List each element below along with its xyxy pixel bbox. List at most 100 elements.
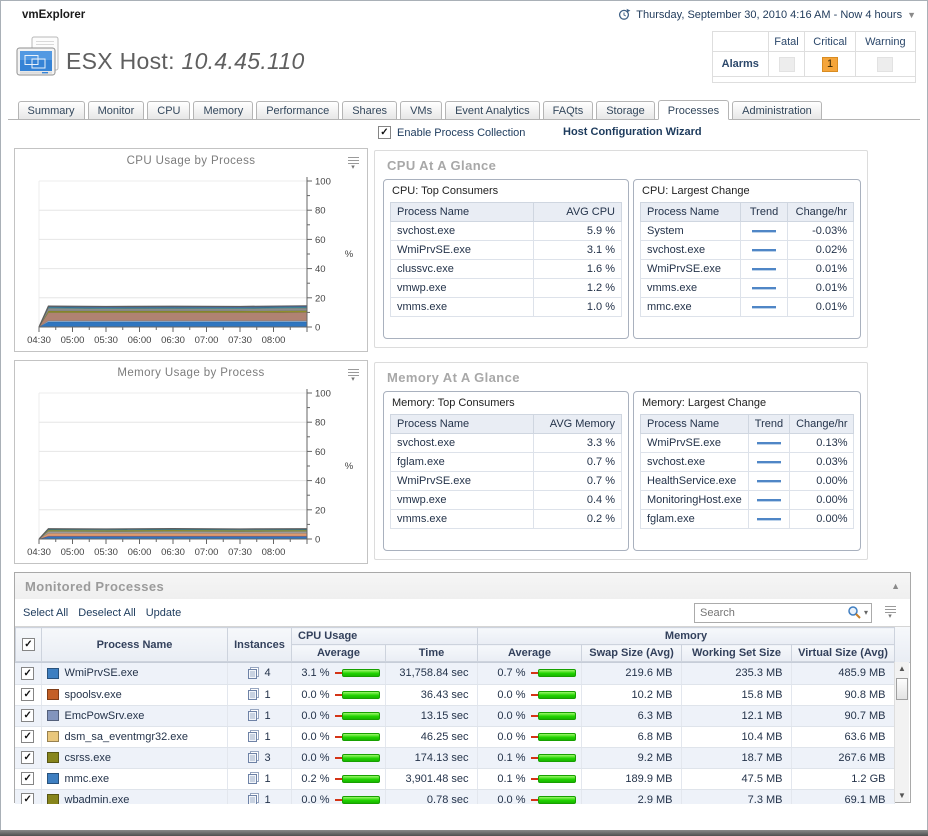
process-name-cell: WmiPrvSE.exe	[389, 240, 535, 260]
cpu-chart-options-icon[interactable]: ▾	[345, 157, 361, 171]
working-set-cell: 7.3 MB	[681, 789, 792, 804]
fatal-alarm-count[interactable]	[778, 56, 795, 72]
enable-process-collection-checkbox[interactable]	[378, 126, 391, 139]
usage-percent: 0.2 %	[301, 772, 330, 785]
row-checkbox[interactable]	[21, 793, 35, 804]
glance-col-process-name: Process Name	[639, 202, 742, 222]
svg-text:20: 20	[315, 505, 326, 516]
tab-administration[interactable]: Administration	[732, 101, 822, 120]
scroll-up-icon[interactable]: ▲	[898, 664, 906, 673]
glance-col-process-name: Process Name	[389, 202, 535, 222]
table-row[interactable]: mmc.exe 1 0.2 % 3,901.48 sec 0.1 % 189.9 MB47…	[15, 768, 895, 790]
col-header-time[interactable]: Time	[384, 644, 479, 662]
table-row[interactable]: dsm_sa_eventmgr32.exe 1 0.0 % 46.25 sec 0.0 …	[15, 726, 895, 748]
tab-monitor[interactable]: Monitor	[87, 101, 145, 120]
process-name-cell: fglam.exe	[389, 452, 535, 472]
tab-shares[interactable]: Shares	[342, 101, 398, 120]
svg-text:06:30: 06:30	[161, 547, 185, 558]
table-row[interactable]: spoolsv.exe 1 0.0 % 36.43 sec 0.0 % 10.2 MB15…	[15, 684, 895, 706]
tab-vms[interactable]: VMs	[400, 101, 443, 120]
host-configuration-wizard-link[interactable]: Host Configuration Wizard	[563, 126, 702, 138]
col-header-swap-size[interactable]: Swap Size (Avg)	[581, 644, 683, 662]
process-name-cell: svchost.exe	[640, 452, 749, 472]
col-header-instances[interactable]: Instances	[227, 627, 292, 662]
tab-storage[interactable]: Storage	[596, 101, 655, 120]
select-all-checkbox[interactable]	[22, 638, 35, 652]
time-range-selector[interactable]: Thursday, September 30, 2010 4:16 AM - N…	[618, 8, 916, 21]
monitored-processes-header: Monitored Processes ▲	[15, 573, 910, 599]
svg-text:08:00: 08:00	[262, 547, 286, 558]
col-header-process-name[interactable]: Process Name	[41, 627, 228, 662]
memory-usage-chart: 04:30 05:00 05:30 06:00 06:30 07:00 07:30 08:00…	[27, 389, 354, 559]
glance-row: WmiPrvSE.exe 0.01%	[639, 259, 855, 279]
working-set-cell: 12.1 MB	[681, 705, 792, 727]
cpu-usage-chart: 04:30 05:00 05:30 06:00 06:30 07:00 07:30 08:00…	[27, 177, 354, 347]
critical-alarm-count[interactable]: 1	[822, 56, 839, 72]
search-options-caret-icon[interactable]: ▾	[863, 608, 868, 617]
svg-text:20: 20	[315, 293, 326, 304]
update-link[interactable]: Update	[145, 606, 182, 619]
select-all-link[interactable]: Select All	[23, 606, 69, 619]
row-checkbox[interactable]	[21, 688, 35, 702]
svg-text:07:30: 07:30	[228, 547, 252, 558]
process-name: mmc.exe	[64, 772, 110, 785]
tab-event-analytics[interactable]: Event Analytics	[445, 101, 540, 120]
tab-processes[interactable]: Processes	[657, 100, 730, 120]
svg-text:08:00: 08:00	[262, 335, 286, 346]
glance-col-trend: Trend	[747, 414, 791, 434]
tab-summary[interactable]: Summary	[17, 101, 85, 120]
svg-text:80: 80	[315, 418, 326, 429]
cpu-time-cell: 46.25 sec	[385, 726, 478, 748]
cpu-usage-chart-panel: CPU Usage by Process ▾ 04:30 05:00 05:30 06…	[14, 148, 368, 352]
value-cell: 0.4 %	[533, 490, 622, 510]
warning-alarm-count[interactable]	[877, 56, 894, 72]
table-options-icon[interactable]: ▾	[882, 605, 898, 620]
process-name-cell: vmwp.exe	[389, 490, 535, 510]
search-input[interactable]	[700, 606, 847, 619]
tab-memory[interactable]: Memory	[193, 101, 254, 120]
usage-percent: 0.0 %	[497, 730, 526, 743]
row-checkbox[interactable]	[21, 709, 35, 723]
tab-cpu[interactable]: CPU	[147, 101, 191, 120]
glance-row: clussvc.exe 1.6 %	[389, 259, 622, 279]
instance-count: 4	[264, 667, 271, 680]
instance-count: 1	[264, 730, 271, 743]
row-checkbox[interactable]	[21, 751, 35, 765]
col-header-mem-average[interactable]: Average	[477, 644, 583, 662]
process-color-swatch	[46, 773, 59, 784]
process-name-cell: System	[639, 221, 742, 241]
usage-bar	[530, 774, 576, 783]
table-row[interactable]: WmiPrvSE.exe 4 3.1 % 31,758.84 sec 0.7 % 219.…	[15, 663, 895, 685]
col-header-cpu-average[interactable]: Average	[291, 644, 386, 662]
svg-text:05:00: 05:00	[61, 547, 85, 558]
memory-chart-options-icon[interactable]: ▾	[345, 369, 361, 383]
value-cell: 3.3 %	[533, 433, 622, 453]
swap-size-cell: 6.8 MB	[581, 726, 682, 748]
col-header-working-set[interactable]: Working Set Size	[681, 644, 793, 662]
table-row[interactable]: EmcPowSrv.exe 1 0.0 % 13.15 sec 0.0 % 6.3 MB1…	[15, 705, 895, 727]
svg-text:05:30: 05:30	[94, 547, 118, 558]
table-row[interactable]: wbadmin.exe 1 0.0 % 0.78 sec 0.0 % 2.9 MB7.3 …	[15, 789, 895, 804]
panel-collapse-icon[interactable]: ▲	[891, 581, 900, 591]
svg-text:%: %	[345, 461, 354, 472]
col-header-virtual-size[interactable]: Virtual Size (Avg)	[791, 644, 896, 662]
svg-text:40: 40	[315, 476, 326, 487]
row-checkbox[interactable]	[21, 667, 35, 680]
scroll-down-icon[interactable]: ▼	[898, 791, 906, 800]
row-checkbox[interactable]	[21, 730, 35, 744]
table-vertical-scrollbar[interactable]: ▲ ▼	[894, 662, 909, 802]
process-color-swatch	[46, 689, 59, 700]
svg-text:06:00: 06:00	[128, 335, 152, 346]
tab-faqts[interactable]: FAQts	[542, 101, 594, 120]
instance-count: 3	[264, 751, 271, 764]
svg-text:07:00: 07:00	[195, 547, 219, 558]
search-icon[interactable]	[847, 605, 862, 620]
scrollbar-thumb[interactable]	[896, 678, 908, 700]
table-row[interactable]: csrss.exe 3 0.0 % 174.13 sec 0.1 % 9.2 MB18.7…	[15, 747, 895, 769]
alarms-summary-table: Fatal Critical Warning Alarms 1	[712, 31, 917, 83]
row-checkbox[interactable]	[21, 772, 35, 786]
value-cell: 0.01%	[786, 278, 855, 298]
tab-performance[interactable]: Performance	[256, 101, 340, 120]
cpu-top-consumers-title: CPU: Top Consumers	[392, 185, 499, 197]
deselect-all-link[interactable]: Deselect All	[78, 606, 136, 619]
